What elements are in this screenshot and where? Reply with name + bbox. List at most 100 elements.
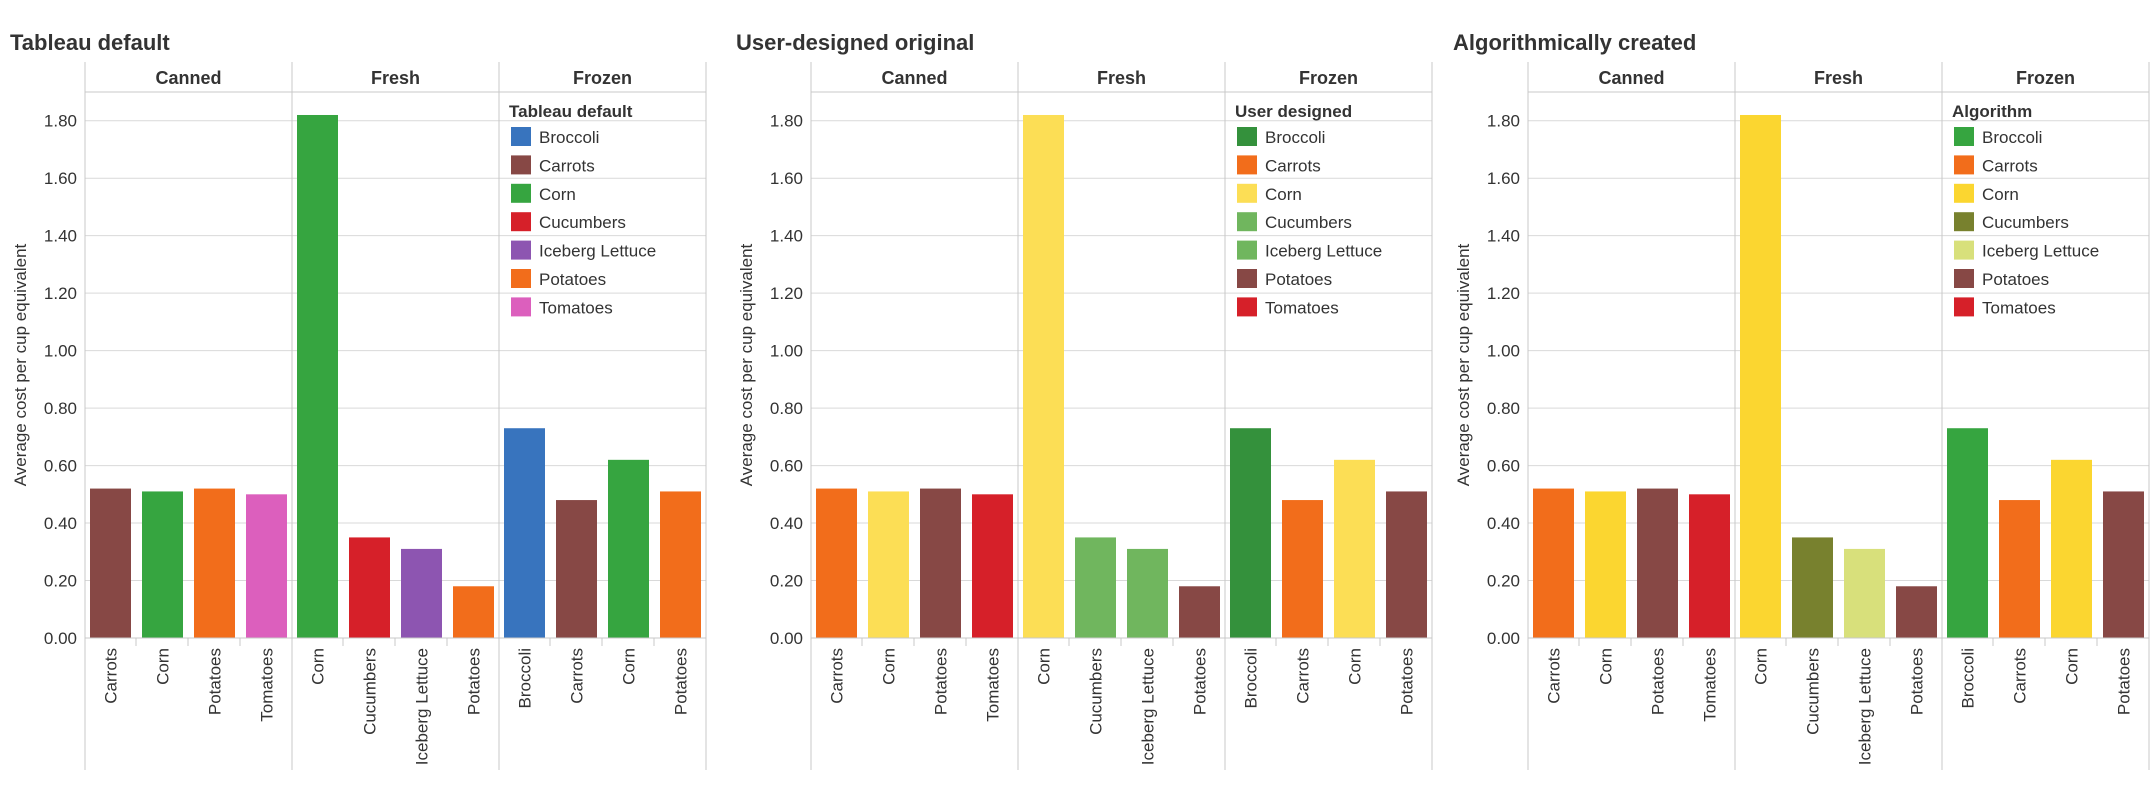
y-tick-label: 0.40 [1487, 514, 1520, 533]
chart-title: Tableau default [10, 30, 170, 55]
legend-swatch [1237, 297, 1257, 317]
bar-iceberg-lettuce [1844, 548, 1885, 638]
legend-swatch [1954, 240, 1974, 260]
y-tick-label: 1.60 [44, 169, 77, 188]
bar-potatoes [1637, 488, 1678, 638]
legend-swatch [511, 127, 531, 146]
panel-header-fresh: Fresh [1814, 68, 1863, 88]
legend-label: Tomatoes [1265, 298, 1339, 317]
bar-cucumbers [1792, 537, 1833, 638]
bar-potatoes [660, 491, 701, 638]
x-category-label: Iceberg Lettuce [1856, 648, 1875, 765]
x-category-label: Cucumbers [1087, 648, 1106, 735]
x-category-label: Iceberg Lettuce [1139, 648, 1158, 765]
legend-swatch [511, 269, 531, 288]
legend-label: Corn [539, 185, 576, 204]
legend-swatch [1237, 269, 1257, 288]
y-tick-label: 1.60 [1487, 169, 1520, 188]
x-category-label: Carrots [828, 648, 847, 704]
bar-potatoes [2103, 491, 2144, 638]
legend-label: Tomatoes [1982, 298, 2056, 317]
x-category-label: Corn [1752, 648, 1771, 685]
legend-label: Cucumbers [539, 213, 626, 232]
x-category-label: Tomatoes [258, 648, 277, 722]
legend-label: Iceberg Lettuce [539, 242, 656, 261]
y-tick-label: 1.60 [770, 169, 803, 188]
y-tick-label: 0.60 [1487, 457, 1520, 476]
y-tick-label: 0.20 [1487, 572, 1520, 591]
legend-swatch [1237, 183, 1257, 203]
legend-swatch [1237, 155, 1257, 175]
bar-iceberg-lettuce [1127, 548, 1168, 638]
y-tick-label: 0.60 [770, 457, 803, 476]
x-category-label: Cucumbers [1804, 648, 1823, 735]
y-tick-label: 1.80 [44, 112, 77, 131]
y-tick-label: 0.00 [44, 629, 77, 648]
bar-corn [1023, 114, 1064, 638]
y-tick-label: 0.60 [44, 457, 77, 476]
chart-group-0: Tableau default 0.00 0.20 0.40 0.60 0.80 1.00 1… [10, 30, 707, 770]
y-axis-label: Average cost per cup equivalent [737, 243, 756, 486]
legend-swatch [1954, 155, 1974, 175]
x-category-label: Broccoli [1959, 648, 1978, 708]
y-tick-label: 1.40 [1487, 227, 1520, 246]
x-category-label: Potatoes [2115, 648, 2134, 715]
legend-label: Corn [1265, 185, 1302, 204]
bar-corn [1585, 491, 1626, 638]
panel-header-canned: Canned [881, 68, 947, 88]
bar-carrots [1533, 488, 1574, 638]
y-tick-label: 0.80 [770, 399, 803, 418]
bar-carrots [556, 500, 597, 638]
legend-label: Broccoli [539, 128, 599, 147]
x-category-label: Tomatoes [1701, 648, 1720, 722]
bar-corn [868, 491, 909, 638]
panel-header-canned: Canned [155, 68, 221, 88]
bar-corn [1334, 459, 1375, 638]
y-tick-label: 0.80 [1487, 399, 1520, 418]
y-tick-label: 0.40 [44, 514, 77, 533]
chart-group-1: User-designed original 0.00 0.20 0.40 0.60 0.… [736, 30, 1433, 770]
bar-carrots [1282, 500, 1323, 638]
legend-label: Broccoli [1982, 128, 2042, 147]
y-tick-label: 0.40 [770, 514, 803, 533]
x-category-label: Carrots [102, 648, 121, 704]
legend-swatch [511, 212, 531, 232]
bar-corn [1740, 114, 1781, 638]
legend-label: Potatoes [1982, 270, 2049, 289]
x-category-label: Potatoes [1398, 648, 1417, 715]
bar-corn [2051, 459, 2092, 638]
legend-swatch [1954, 212, 1974, 232]
y-tick-label: 1.00 [44, 342, 77, 361]
bar-corn [142, 491, 183, 638]
y-tick-label: 0.20 [770, 572, 803, 591]
legend-swatch [1954, 183, 1974, 203]
y-tick-label: 0.20 [44, 572, 77, 591]
y-tick-label: 0.00 [770, 629, 803, 648]
bar-potatoes [1386, 491, 1427, 638]
x-category-label: Iceberg Lettuce [413, 648, 432, 765]
legend-swatch [1954, 269, 1974, 288]
y-tick-label: 1.80 [770, 112, 803, 131]
legend-swatch [1237, 240, 1257, 260]
y-axis-label: Average cost per cup equivalent [1454, 243, 1473, 486]
x-category-label: Corn [880, 648, 899, 685]
legend: Tableau default Broccoli Carrots Corn Cucumb… [509, 102, 656, 317]
y-tick-label: 1.00 [1487, 342, 1520, 361]
x-category-label: Potatoes [672, 648, 691, 715]
y-tick-label: 1.40 [44, 227, 77, 246]
panel-header-canned: Canned [1598, 68, 1664, 88]
bar-potatoes [453, 586, 494, 638]
legend-label: Carrots [1982, 156, 2038, 175]
y-tick-label: 1.40 [770, 227, 803, 246]
x-category-label: Carrots [1294, 648, 1313, 704]
x-category-label: Tomatoes [984, 648, 1003, 722]
legend-label: Iceberg Lettuce [1982, 242, 2099, 261]
bar-potatoes [920, 488, 961, 638]
bar-cucumbers [1075, 537, 1116, 638]
panel-header-frozen: Frozen [2016, 68, 2075, 88]
legend-label: Carrots [539, 156, 595, 175]
bar-potatoes [194, 488, 235, 638]
bar-corn [608, 459, 649, 638]
legend-title: Algorithm [1952, 102, 2032, 121]
legend-label: Potatoes [1265, 270, 1332, 289]
